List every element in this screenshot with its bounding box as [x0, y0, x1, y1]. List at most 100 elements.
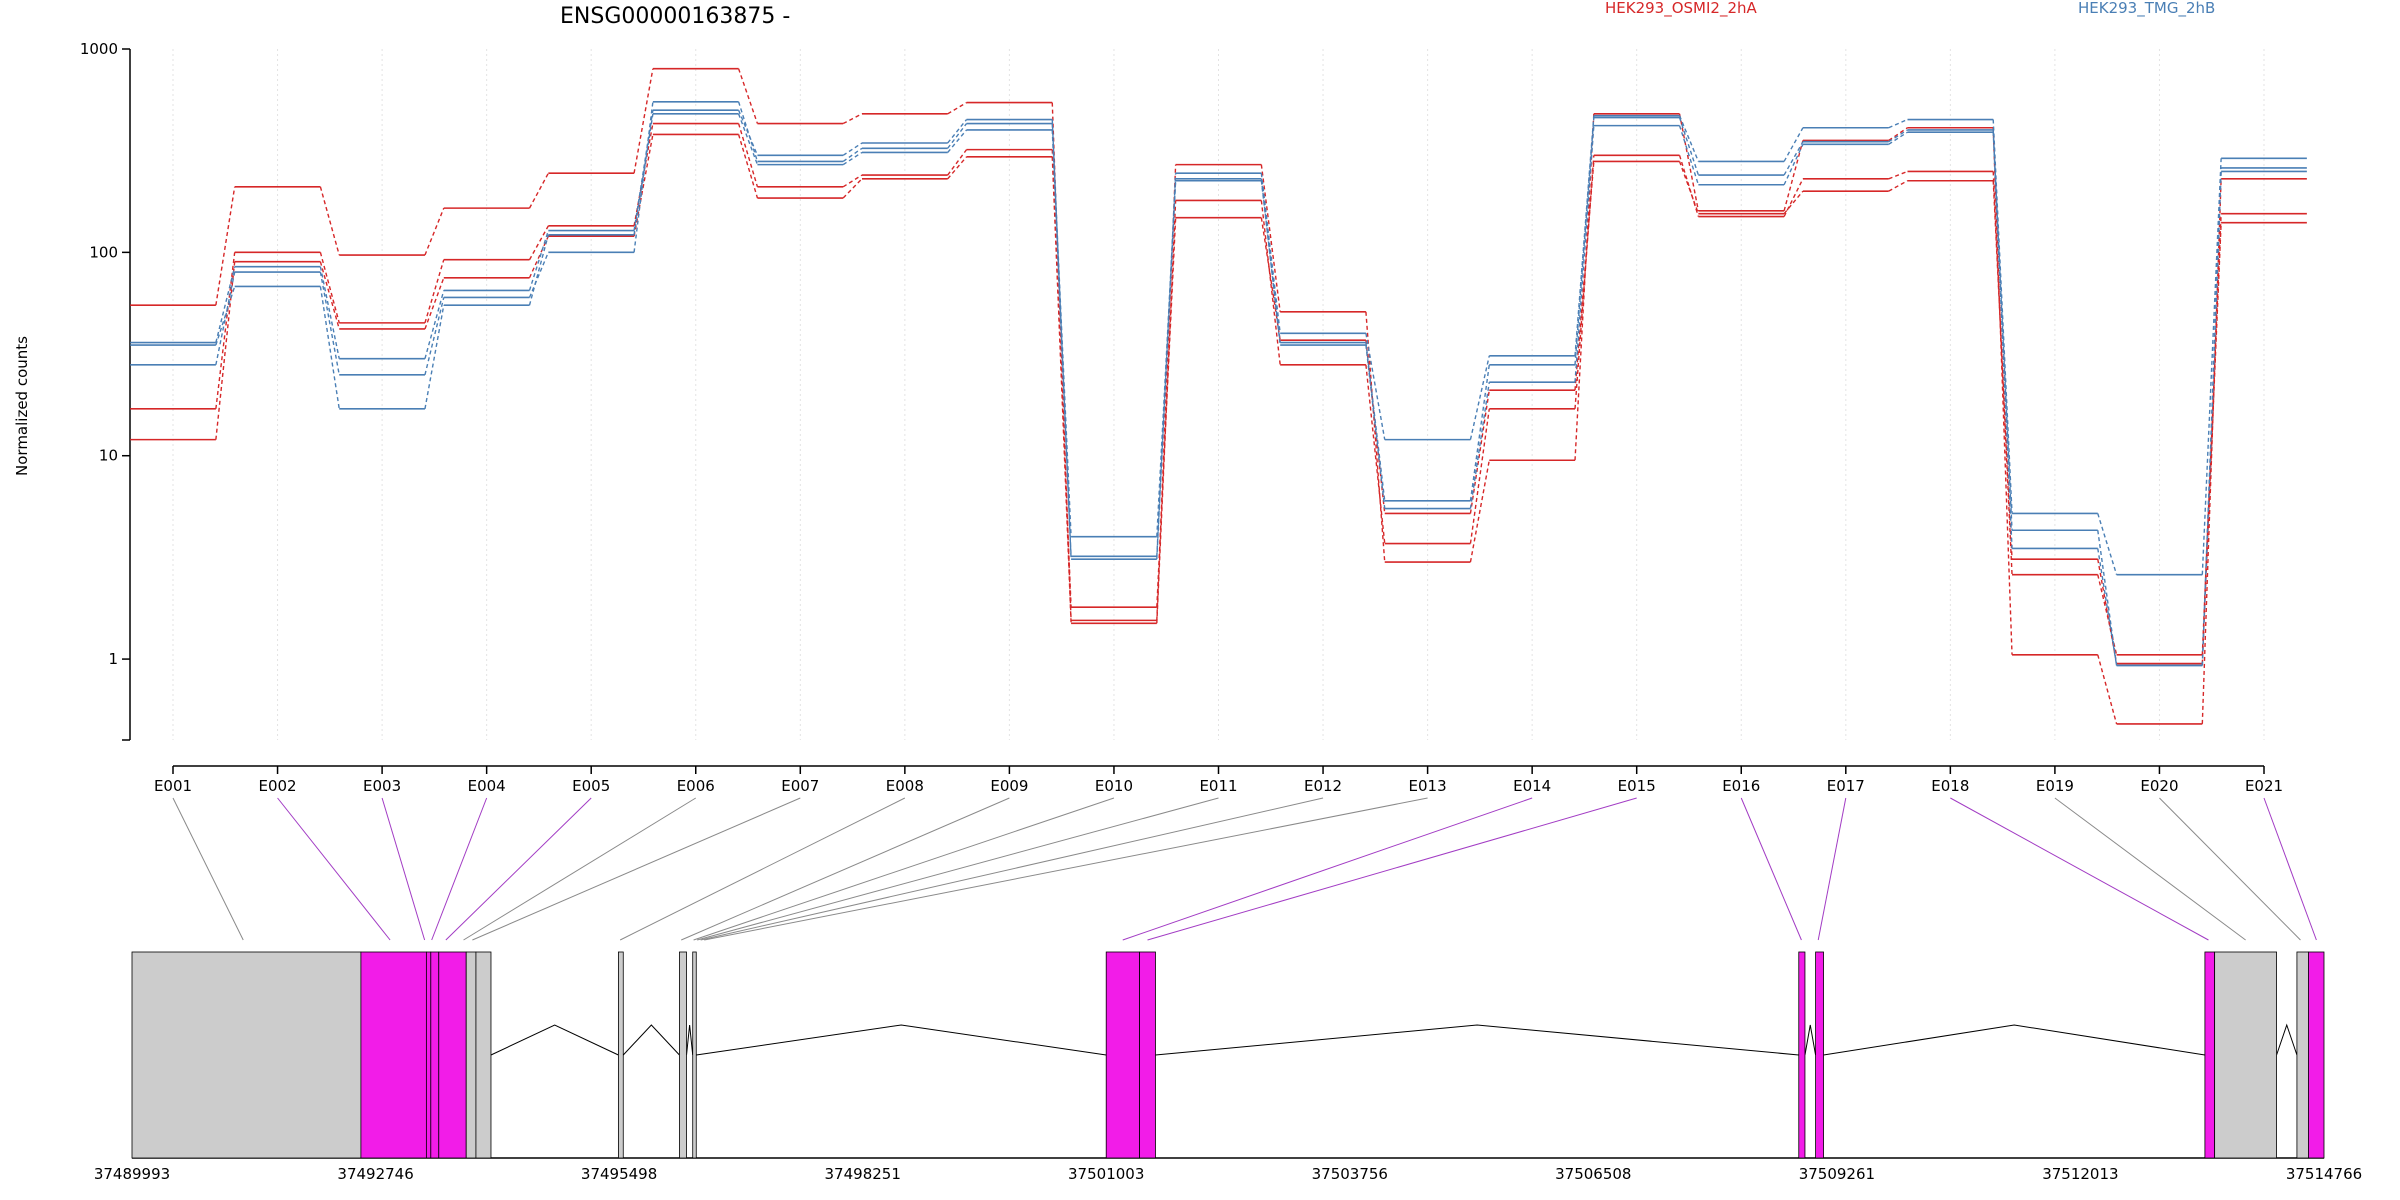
series-2-link-8: [947, 149, 968, 176]
x-tick-label-E017: E017: [1827, 777, 1865, 795]
y-tick-label-10: 10: [99, 447, 118, 465]
series-5-link-14: [1574, 117, 1595, 365]
connector-E008: [619, 797, 906, 941]
series-5-link-6: [737, 101, 759, 162]
series-2-link-15: [1678, 155, 1700, 217]
series-6-link-20: [2201, 171, 2222, 666]
intron-10: [696, 1024, 1107, 1056]
x-tick-label-E004: E004: [468, 777, 506, 795]
x-tick-label-E006: E006: [677, 777, 715, 795]
series-1-link-7: [842, 113, 863, 125]
series-5-link-2: [319, 271, 340, 375]
series-6-link-19: [2097, 548, 2118, 666]
series-3-link-6: [737, 134, 759, 199]
intron-16: [2276, 1023, 2298, 1056]
series-1-link-3: [424, 207, 445, 256]
series-5-link-16: [1783, 141, 1804, 176]
exon-block-E003: [425, 951, 432, 1159]
series-4-link-17: [1888, 118, 1908, 129]
x-tick-label-E009: E009: [990, 777, 1028, 795]
series-5-link-11: [1260, 180, 1281, 343]
legend-entry-tmg: HEK293_TMG_2hB: [2078, 0, 2215, 18]
series-3-link-7: [842, 178, 863, 199]
series-4-link-6: [737, 109, 759, 156]
series-6-link-15: [1678, 125, 1700, 185]
series-1-link-5: [633, 68, 654, 174]
series-6: [130, 113, 2307, 667]
series-4-link-3: [424, 290, 445, 359]
coord-tick-label-3: 37498251: [825, 1165, 901, 1183]
series-3-link-13: [1469, 390, 1490, 514]
series-3-link-19: [2097, 559, 2118, 664]
series-2-link-1: [215, 252, 236, 409]
connector-E013: [704, 797, 1428, 941]
exon-block-E012: [1139, 951, 1156, 1159]
coord-tick-label-6: 37506508: [1555, 1165, 1631, 1183]
series-3-link-3: [424, 277, 445, 330]
series-2-link-13: [1469, 408, 1490, 544]
series-5-link-5: [633, 101, 654, 253]
series-5-link-8: [947, 123, 968, 149]
connector-E016: [1740, 797, 1802, 941]
connector-E012: [700, 797, 1324, 941]
connector-E017: [1817, 797, 1847, 941]
coord-tick-label-7: 37509261: [1799, 1165, 1875, 1183]
series-6-link-14: [1574, 125, 1595, 383]
exon-block-E018: [2308, 951, 2325, 1159]
x-tick-label-E020: E020: [2140, 777, 2178, 795]
series-1-link-11: [1260, 164, 1281, 312]
series-3-link-15: [1678, 161, 1700, 214]
series-6-link-16: [1783, 143, 1804, 186]
series-6-link-6: [737, 113, 759, 165]
x-tick-label-E021: E021: [2245, 777, 2283, 795]
y-tick-label-1000: 1000: [80, 40, 118, 58]
series-4-link-16: [1783, 127, 1804, 162]
series-4-link-13: [1469, 355, 1490, 440]
series-5-link-9: [1051, 123, 1072, 537]
series-3-link-2: [319, 261, 340, 330]
series-2-link-16: [1783, 178, 1804, 217]
x-tick-label-E019: E019: [2036, 777, 2074, 795]
series-5-link-7: [842, 147, 863, 162]
y-axis-label: Normalized counts: [13, 336, 31, 476]
series-4-link-19: [2097, 513, 2118, 575]
y-tick-label-1: 1: [108, 650, 118, 668]
intron-8: [622, 1024, 680, 1056]
connector-E007: [472, 797, 801, 941]
series-5-link-15: [1678, 117, 1700, 176]
series-4-link-15: [1678, 115, 1700, 162]
series-3-link-14: [1574, 161, 1595, 391]
series-4-link-4: [528, 230, 550, 291]
series-3-link-20: [2201, 222, 2222, 664]
series-1-link-17: [1888, 127, 1908, 142]
series-1-link-18: [1992, 127, 2013, 655]
series-6-link-2: [319, 286, 340, 409]
series-4-link-1: [215, 266, 236, 343]
x-tick-label-E014: E014: [1513, 777, 1551, 795]
coord-tick-label-9: 37514766: [2286, 1165, 2362, 1183]
series-4-link-18: [1992, 119, 2013, 514]
connector-E018: [1950, 797, 2209, 941]
connector-E009: [681, 797, 1010, 941]
y-tick-label-100: 100: [89, 243, 118, 261]
intron-12: [1155, 1024, 1799, 1056]
series-5-link-17: [1888, 129, 1908, 143]
series-1-link-4: [528, 172, 549, 209]
x-tick-label-E001: E001: [154, 777, 192, 795]
connector-E006: [463, 797, 697, 941]
series-3-link-8: [947, 156, 968, 180]
exon-block-E005: [438, 951, 467, 1159]
exon-block-E017: [2296, 951, 2309, 1159]
chart-title: ENSG00000163875 -: [560, 4, 790, 29]
series-4-link-2: [319, 266, 340, 359]
x-tick-label-E013: E013: [1409, 777, 1447, 795]
intron-13: [1804, 1024, 1817, 1056]
connector-E002: [277, 797, 391, 941]
series-4-link-8: [947, 119, 968, 144]
series-4-link-10: [1156, 173, 1177, 560]
series-2-link-3: [424, 259, 445, 324]
series-1-link-16: [1783, 140, 1804, 212]
series-4-link-12: [1365, 333, 1386, 440]
x-tick-label-E003: E003: [363, 777, 401, 795]
